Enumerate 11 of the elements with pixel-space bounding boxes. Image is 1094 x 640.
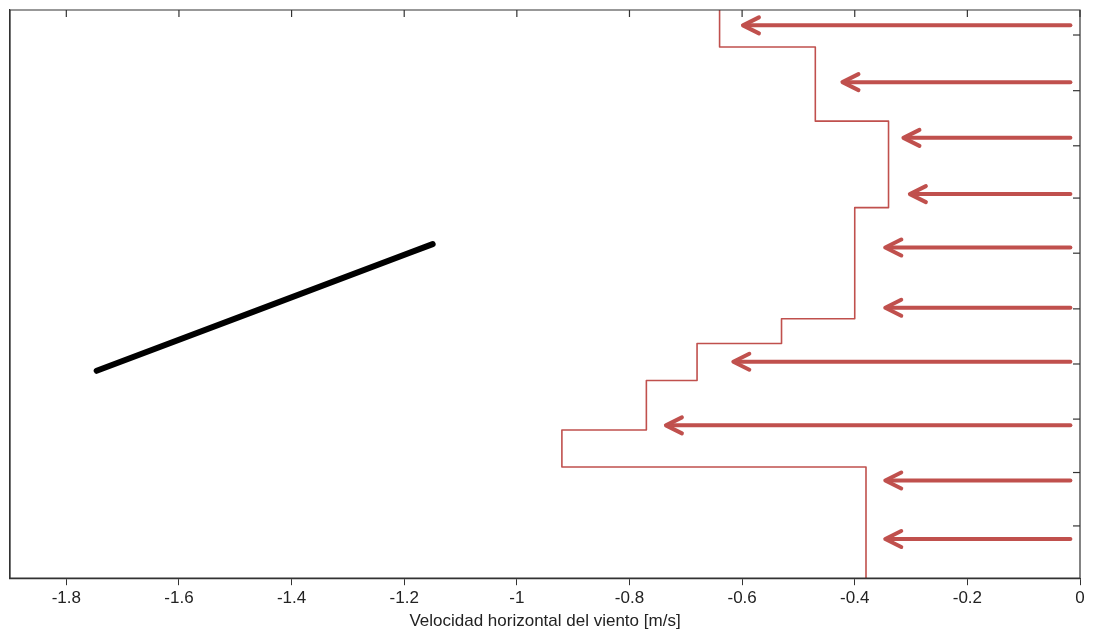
x-tick-label: 0 bbox=[1075, 588, 1085, 608]
x-tick-label: -1.8 bbox=[51, 588, 81, 608]
x-tick-label: -1.4 bbox=[276, 588, 307, 608]
x-tick-label: -1.6 bbox=[164, 588, 194, 608]
x-tick-label: -0.2 bbox=[952, 588, 983, 608]
x-tick-label: -0.4 bbox=[840, 588, 870, 608]
x-tick-label: -0.8 bbox=[614, 588, 645, 608]
x-tick-label: -1 bbox=[509, 588, 525, 608]
x-tick-label: -1.2 bbox=[389, 588, 419, 608]
x-axis-title: Velocidad horizontal del viento [m/s] bbox=[409, 611, 681, 631]
x-tick-label: -0.6 bbox=[727, 588, 757, 608]
